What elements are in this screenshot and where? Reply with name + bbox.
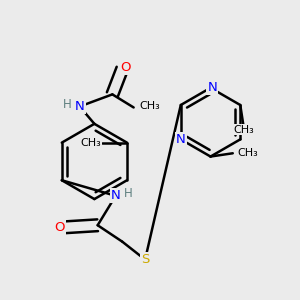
Text: N: N [111,189,121,202]
Text: N: N [207,81,217,94]
Text: H: H [63,98,72,111]
Text: H: H [124,187,133,200]
Text: S: S [141,253,149,266]
Text: O: O [120,61,131,74]
Text: CH₃: CH₃ [80,138,101,148]
Text: CH₃: CH₃ [233,124,254,135]
Text: CH₃: CH₃ [238,148,258,158]
Text: N: N [176,133,186,146]
Text: O: O [54,221,64,234]
Text: N: N [75,100,85,113]
Text: CH₃: CH₃ [140,101,160,111]
